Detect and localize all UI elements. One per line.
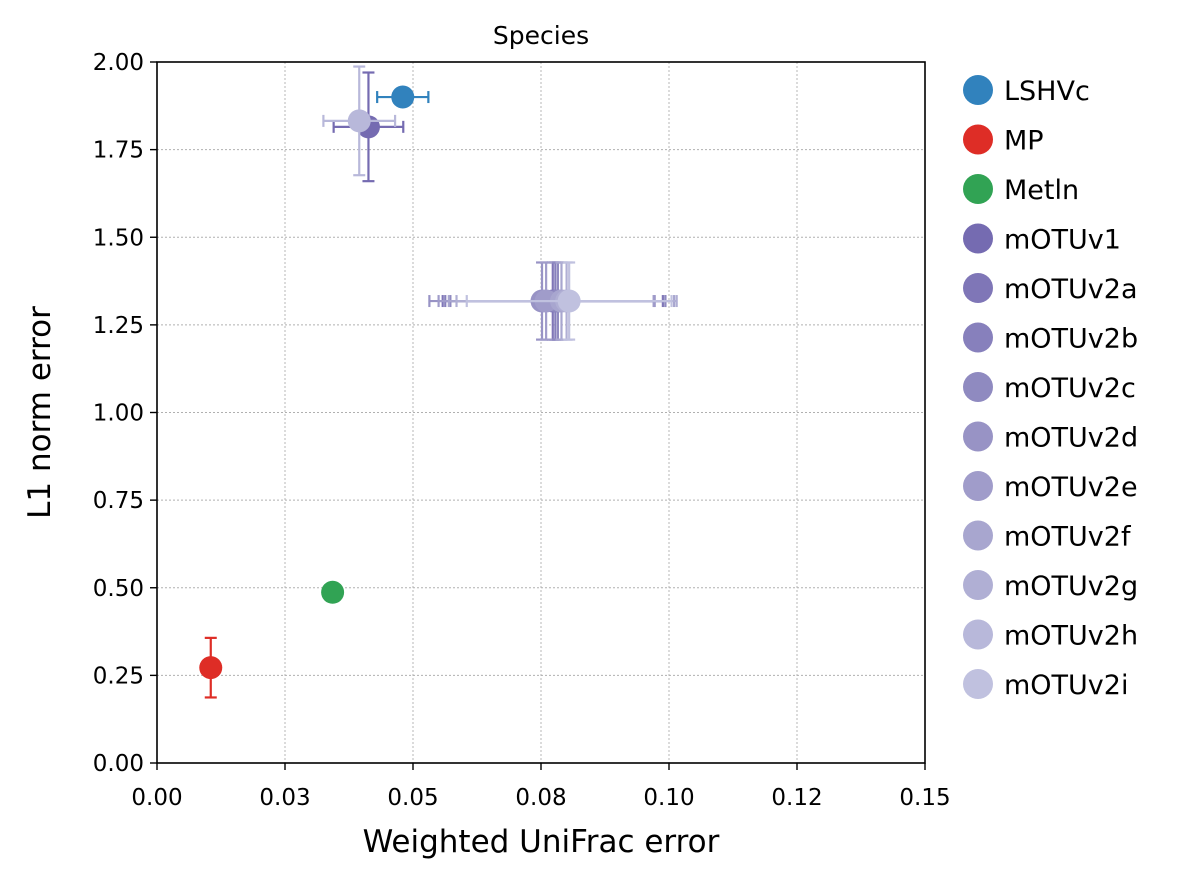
axis-ticks: 0.00 0.03 0.05 0.08 0.10 0.12 0.15 0.00 0.25 0.50… bbox=[93, 50, 951, 811]
legend-marker bbox=[963, 619, 993, 650]
y-tick-label: 1.25 bbox=[93, 313, 144, 339]
data-point bbox=[557, 289, 581, 313]
y-tick-label: 1.75 bbox=[93, 138, 144, 164]
legend-item: MP bbox=[963, 124, 1044, 157]
legend-marker bbox=[963, 471, 993, 501]
chart-title: Species bbox=[493, 21, 589, 50]
legend-label: LSHVc bbox=[1004, 76, 1090, 107]
x-tick-label: 0.15 bbox=[899, 785, 950, 811]
legend-label: mOTUv2c bbox=[1004, 373, 1136, 404]
y-tick-label: 2.00 bbox=[93, 50, 144, 76]
x-tick-label: 0.08 bbox=[515, 785, 566, 811]
legend-item: mOTUv2f bbox=[963, 520, 1132, 553]
series-LSHVc bbox=[376, 85, 430, 109]
data-point bbox=[347, 109, 371, 133]
legend-label: mOTUv2g bbox=[1004, 571, 1138, 602]
legend-label: mOTUv1 bbox=[1004, 225, 1121, 256]
legend-marker bbox=[963, 421, 993, 452]
x-tick-label: 0.05 bbox=[387, 785, 438, 811]
legend-item: mOTUv2b bbox=[963, 322, 1138, 355]
y-tick-label: 0.25 bbox=[93, 663, 144, 689]
legend-marker bbox=[963, 223, 993, 254]
legend-item: mOTUv2d bbox=[963, 421, 1138, 454]
legend-item: LSHVc bbox=[963, 75, 1090, 107]
series-mOTUv2h bbox=[322, 65, 397, 177]
legend-label: mOTUv2f bbox=[1004, 522, 1132, 553]
x-tick-label: 0.12 bbox=[771, 785, 822, 811]
legend-marker bbox=[963, 75, 993, 105]
series-Metln bbox=[321, 580, 345, 604]
data-point bbox=[321, 580, 345, 604]
legend-label: mOTUv2b bbox=[1004, 324, 1138, 355]
legend-marker bbox=[963, 273, 993, 303]
legend-label: mOTUv2a bbox=[1004, 274, 1138, 305]
y-axis-label: L1 norm error bbox=[22, 306, 58, 519]
y-tick-label: 1.50 bbox=[93, 225, 144, 251]
legend-label: mOTUv2e bbox=[1004, 472, 1138, 503]
legend-marker bbox=[963, 372, 993, 402]
legend-item: mOTUv2c bbox=[963, 372, 1136, 404]
x-tick-label: 0.00 bbox=[131, 785, 182, 811]
x-tick-label: 0.10 bbox=[643, 785, 694, 811]
legend-label: mOTUv2d bbox=[1004, 423, 1138, 454]
y-tick-label: 0.75 bbox=[93, 488, 144, 514]
x-axis-label: Weighted UniFrac error bbox=[363, 824, 720, 860]
legend-label: MP bbox=[1004, 126, 1044, 157]
x-tick-label: 0.03 bbox=[259, 785, 310, 811]
legend-marker bbox=[963, 322, 993, 353]
legend-marker bbox=[963, 174, 993, 204]
legend: LSHVc MP Metln mOTUv1 mOTUv2a mOTUv2b mOTUv2c m… bbox=[963, 75, 1138, 701]
legend-label: mOTUv2i bbox=[1004, 670, 1128, 701]
y-tick-label: 0.00 bbox=[93, 751, 144, 777]
legend-item: mOTUv2i bbox=[963, 669, 1128, 701]
legend-label: Metln bbox=[1004, 175, 1079, 206]
legend-label: mOTUv2h bbox=[1004, 621, 1138, 652]
y-tick-label: 1.00 bbox=[93, 401, 144, 427]
legend-marker bbox=[963, 669, 993, 699]
legend-marker bbox=[963, 520, 993, 551]
series-mOTUv2i bbox=[465, 261, 673, 341]
data-marks bbox=[199, 65, 678, 699]
legend-item: mOTUv2g bbox=[963, 570, 1138, 602]
legend-item: mOTUv2a bbox=[963, 273, 1138, 305]
legend-item: Metln bbox=[963, 174, 1079, 206]
legend-item: mOTUv2h bbox=[963, 619, 1138, 652]
data-point bbox=[199, 656, 223, 680]
y-tick-label: 0.50 bbox=[93, 576, 144, 602]
legend-item: mOTUv2e bbox=[963, 471, 1138, 503]
legend-item: mOTUv1 bbox=[963, 223, 1121, 256]
grid bbox=[156, 61, 926, 764]
data-point bbox=[391, 85, 415, 109]
series-MP bbox=[199, 636, 223, 699]
legend-marker bbox=[963, 124, 993, 155]
legend-marker bbox=[963, 570, 993, 600]
